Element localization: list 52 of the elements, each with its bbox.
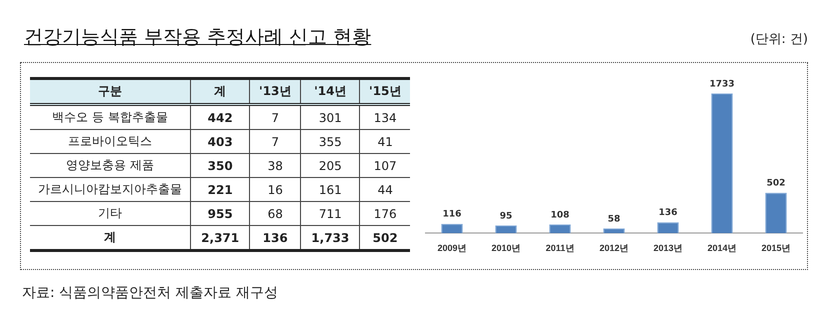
category-label: '13년 — [250, 78, 301, 104]
category-label: 기타 — [98, 206, 122, 220]
category-label: 프로바이오틱스 — [68, 134, 152, 148]
category-label: 가르시니아캄보지아추출물 — [38, 182, 182, 196]
text: 161 — [318, 182, 342, 196]
x-tick-label: 2009년 — [437, 243, 467, 254]
data-label: 502 — [766, 178, 786, 189]
category-label: 영양보충용 제품 — [66, 158, 154, 172]
text: 711 — [318, 206, 342, 220]
text: 구분 — [30, 78, 190, 104]
text: 136 — [262, 230, 288, 244]
text: 1,733 — [311, 230, 350, 244]
text: 68 — [268, 206, 283, 220]
text: 38 — [268, 158, 283, 172]
text: 955 — [208, 206, 233, 220]
text: 221 — [208, 182, 233, 196]
data-label: 95 — [500, 211, 512, 222]
text: 502 — [372, 230, 398, 244]
data-label: 136 — [658, 208, 678, 218]
text: 355 — [318, 134, 342, 148]
text: 44 — [378, 182, 393, 196]
text: 7 — [271, 134, 280, 148]
text: 2,371 — [201, 230, 240, 244]
text: 41 — [378, 134, 393, 148]
text: 301 — [318, 110, 342, 124]
text: 176 — [374, 206, 397, 220]
text: 134 — [374, 110, 397, 124]
category-label: '14년 — [300, 78, 360, 104]
text: 자료: 식품의약품안전처 제출자료 재구성 — [22, 284, 278, 302]
data-label: 116 — [442, 210, 462, 220]
category-label: 백수오 등 복합추출물 — [52, 110, 168, 124]
x-tick-label: 2014년 — [707, 243, 737, 254]
text: 건강기능식품 부작용 추정사례 신고 현황 — [24, 25, 372, 50]
text: (단위: 건) — [750, 31, 808, 48]
data-label: 58 — [608, 214, 620, 224]
category-label: 계 — [104, 230, 116, 244]
text: 7 — [271, 110, 280, 124]
x-tick-label: 2011년 — [546, 243, 574, 254]
category-label: '15년 — [360, 78, 410, 104]
text: 205 — [318, 158, 342, 172]
text: 350 — [208, 158, 233, 172]
text: 16 — [268, 182, 283, 196]
x-tick-label: 2015년 — [761, 243, 791, 254]
data-label: 1733 — [709, 79, 735, 90]
x-tick-label: 2012년 — [599, 243, 629, 254]
text: 403 — [208, 134, 233, 148]
data-label: 108 — [550, 210, 570, 220]
x-tick-label: 2013년 — [653, 243, 683, 254]
x-tick-label: 2010년 — [491, 243, 521, 254]
text: 442 — [208, 110, 233, 124]
text: 107 — [374, 158, 397, 172]
category-label: 계 — [190, 78, 250, 104]
